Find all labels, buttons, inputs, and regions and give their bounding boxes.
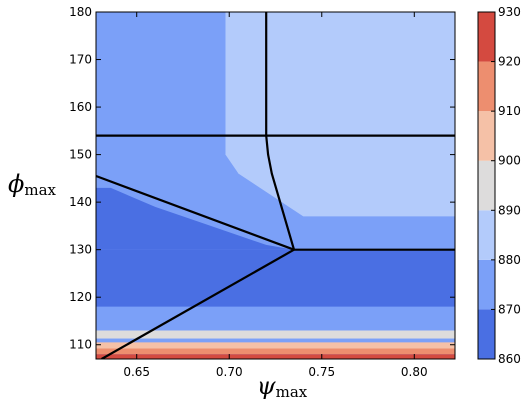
boundary-line [101, 248, 295, 359]
y-tick-label: 180 [69, 5, 92, 19]
heatmap-region [96, 12, 226, 136]
boundary-lines [96, 12, 455, 359]
x-tick-label: 0.70 [216, 365, 243, 379]
y-tick-label: 170 [69, 53, 92, 67]
x-tick-label: 0.65 [123, 365, 150, 379]
heatmap-region [96, 354, 455, 359]
y-axis-title: ϕmax [8, 170, 57, 199]
heatmap-region [96, 338, 455, 343]
colorbar-tick-label: 890 [498, 203, 521, 217]
plot-frame [95, 11, 456, 360]
y-tick-label: 110 [69, 338, 92, 352]
heatmap-region [96, 306, 455, 331]
colorbar-tick-label: 900 [498, 154, 521, 168]
colorbar-bin [478, 160, 495, 211]
colorbar-bins [478, 12, 495, 359]
heatmap-regions [96, 12, 455, 359]
colorbar-tick-label: 880 [498, 253, 521, 267]
boundary-line [96, 174, 295, 251]
y-tick-label: 130 [69, 243, 92, 257]
y-tick-label: 160 [69, 100, 92, 114]
colorbar-tick-label: 870 [498, 302, 521, 316]
colorbar-frame [477, 11, 496, 360]
colorbar-bin [478, 309, 495, 359]
y-tick-label: 140 [69, 195, 92, 209]
x-axis-title: ψmax [257, 372, 308, 400]
colorbar: 860 870 880 890 900 910 920 930 [477, 5, 521, 366]
y-tick-label: 120 [69, 290, 92, 304]
plot-area [96, 12, 455, 359]
heatmap-region [225, 12, 455, 136]
heatmap-region [96, 187, 294, 250]
colorbar-bin [478, 259, 495, 310]
colorbar-tick-label: 920 [498, 55, 521, 69]
colorbar-tick-label: 860 [498, 352, 521, 366]
x-tick-label: 0.75 [308, 365, 335, 379]
heatmap-region [96, 249, 455, 293]
heatmap-region [96, 342, 455, 349]
heatmap-region [225, 135, 455, 217]
heatmap-region [96, 292, 455, 307]
heatmap-region [96, 348, 455, 355]
colorbar-tick-label: 930 [498, 5, 521, 19]
x-axis: 0.65 0.70 0.75 0.80 [123, 12, 428, 379]
y-tick-label: 150 [69, 148, 92, 162]
colorbar-bin [478, 210, 495, 260]
colorbar-bin [478, 111, 495, 161]
x-tick-label: 0.80 [401, 365, 428, 379]
y-axis: 110 120 130 140 150 160 170 180 [69, 5, 455, 352]
colorbar-ticks: 860 870 880 890 900 910 920 930 [491, 5, 521, 366]
boundary-line [265, 12, 296, 251]
colorbar-bin [478, 12, 495, 62]
colorbar-tick-label: 910 [498, 104, 521, 118]
colorbar-bin [478, 61, 495, 112]
heatmap-region [96, 330, 455, 339]
